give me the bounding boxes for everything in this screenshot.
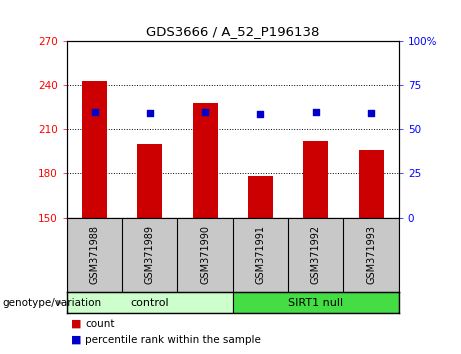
Text: GSM371991: GSM371991 (255, 225, 266, 284)
Bar (67, 292, 233, 313)
Point (201, 109, 209, 114)
Text: GSM371992: GSM371992 (311, 225, 321, 285)
Point (367, 110, 375, 116)
Text: GSM371990: GSM371990 (200, 225, 210, 284)
Bar (303, 141, 328, 218)
Text: ■: ■ (71, 335, 82, 345)
Bar (248, 176, 273, 218)
Point (312, 109, 319, 114)
Bar (137, 144, 162, 218)
Text: count: count (85, 319, 115, 329)
Point (257, 112, 264, 117)
Text: control: control (130, 298, 169, 308)
Text: percentile rank within the sample: percentile rank within the sample (85, 335, 261, 345)
Bar (359, 150, 384, 218)
Title: GDS3666 / A_52_P196138: GDS3666 / A_52_P196138 (146, 25, 319, 38)
Point (91, 109, 98, 114)
Text: ■: ■ (71, 319, 82, 329)
Text: GSM371993: GSM371993 (366, 225, 376, 284)
Bar (233, 292, 399, 313)
FancyArrowPatch shape (58, 301, 62, 305)
Text: GSM371989: GSM371989 (145, 225, 155, 284)
Text: GSM371988: GSM371988 (89, 225, 100, 284)
Text: SIRT1 null: SIRT1 null (288, 298, 343, 308)
Text: genotype/variation: genotype/variation (2, 298, 101, 308)
Bar (193, 103, 218, 218)
Point (146, 110, 154, 116)
Bar (82, 80, 107, 218)
